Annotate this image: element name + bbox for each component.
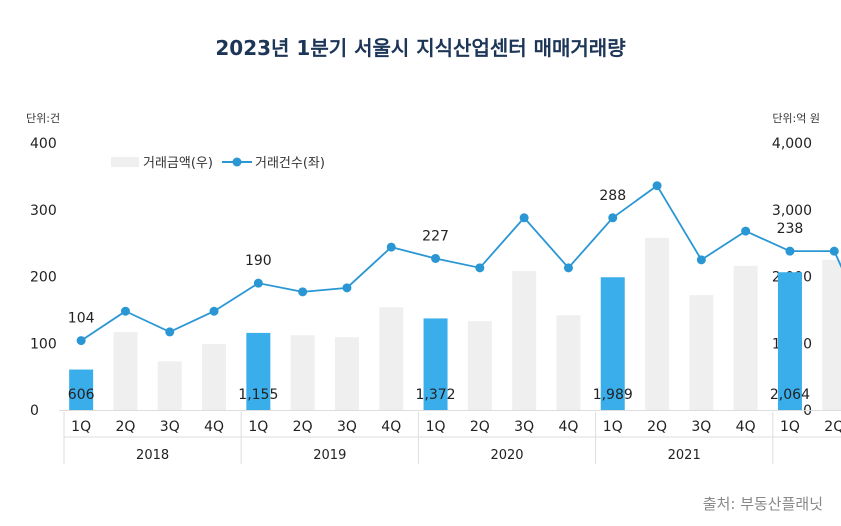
line-point [120, 306, 130, 316]
year-tick-label: 2018 [136, 448, 169, 463]
line-point [829, 246, 839, 256]
quarter-tick-label: 3Q [514, 419, 534, 435]
quarter-tick-label: 4Q [204, 419, 224, 435]
right-tick-label: 4,000 [772, 136, 812, 152]
quarter-tick-label: 1Q [603, 419, 623, 435]
bar [246, 332, 271, 410]
legend-line-label: 거래건수(좌) [255, 156, 325, 171]
left-tick-label: 0 [30, 403, 39, 419]
quarter-tick-label: 2Q [824, 419, 841, 435]
line-value-label: 227 [422, 228, 449, 244]
quarter-tick-label: 4Q [558, 419, 578, 435]
quarter-tick-label: 2Q [293, 419, 313, 435]
bar [290, 335, 315, 410]
line-point [608, 213, 618, 223]
bar [334, 337, 359, 410]
legend-bar-swatch [111, 157, 139, 167]
bar [467, 321, 492, 410]
bar [113, 331, 138, 410]
quarter-tick-label: 4Q [381, 419, 401, 435]
count-line [80, 184, 841, 342]
bar-value-label: 1,372 [416, 387, 456, 403]
bar [379, 307, 404, 410]
bar [512, 271, 537, 410]
line-value-label: 104 [68, 311, 95, 327]
quarter-tick-label: 1Q [71, 419, 91, 435]
bar [423, 318, 448, 410]
chart-title: 2023년 1분기 서울시 지식산업센터 매매거래량 [215, 36, 626, 60]
line-value-label: 288 [599, 188, 626, 204]
bar [202, 343, 227, 410]
line-point [298, 287, 308, 297]
right-tick-label: 3,000 [772, 203, 812, 219]
year-tick-label: 2020 [490, 448, 523, 463]
line-point [342, 283, 352, 293]
line-point [652, 181, 662, 191]
line-value-label: 238 [777, 221, 804, 237]
quarter-tick-label: 1Q [248, 419, 268, 435]
left-axis-unit: 단위:건 [26, 112, 60, 125]
left-tick-label: 300 [30, 203, 57, 219]
line-point [253, 278, 263, 288]
bar-value-label: 1,989 [593, 387, 633, 403]
quarter-tick-label: 2Q [470, 419, 490, 435]
line-point [165, 327, 175, 337]
quarter-tick-label: 4Q [736, 419, 756, 435]
bar-value-label: 2,064 [770, 387, 810, 403]
bar [157, 361, 182, 410]
quarter-tick-label: 1Q [426, 419, 446, 435]
line-point [431, 253, 441, 263]
line-point [741, 226, 751, 236]
bar [556, 315, 581, 410]
bar [645, 237, 670, 410]
line-value-label: 190 [245, 253, 272, 269]
line-point [209, 306, 219, 316]
bar [69, 369, 94, 410]
left-tick-label: 100 [30, 336, 57, 352]
line-point [563, 263, 573, 273]
bar-value-label: 1,155 [238, 387, 278, 403]
bar [600, 277, 625, 410]
line-point [519, 213, 529, 223]
line-point [475, 263, 485, 273]
line-point [696, 255, 706, 265]
line-point [785, 246, 795, 256]
year-tick-label: 2021 [668, 448, 701, 463]
bar [822, 259, 841, 410]
bar-value-label: 606 [68, 387, 95, 403]
source-note: 출처: 부동산플래닛 [702, 495, 823, 513]
left-tick-label: 200 [30, 270, 57, 286]
quarter-tick-label: 3Q [337, 419, 357, 435]
line-point [76, 336, 86, 346]
left-tick-label: 400 [30, 136, 57, 152]
line-point [386, 242, 396, 252]
bar [689, 295, 714, 410]
quarter-tick-label: 2Q [647, 419, 667, 435]
quarter-tick-label: 3Q [691, 419, 711, 435]
legend-bar-label: 거래금액(우) [143, 156, 213, 171]
legend-line-marker [232, 157, 242, 167]
bar [777, 272, 802, 410]
year-tick-label: 2019 [313, 448, 346, 463]
right-axis-unit: 단위:억 원 [772, 112, 820, 125]
quarter-tick-label: 3Q [160, 419, 180, 435]
quarter-tick-label: 1Q [780, 419, 800, 435]
quarter-tick-label: 2Q [115, 419, 135, 435]
bar [733, 265, 758, 410]
